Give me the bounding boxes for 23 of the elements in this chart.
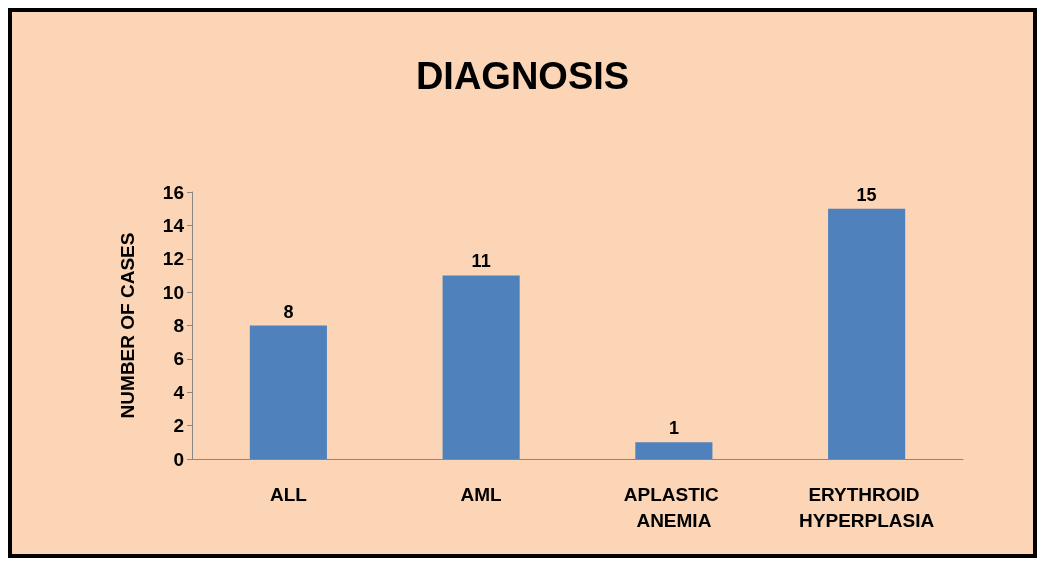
y-tick-label: 12 [162, 248, 184, 270]
x-tick-label: ALL [269, 483, 308, 505]
x-tick-label: AML [460, 483, 503, 505]
data-label: 8 [283, 301, 294, 322]
y-tick-label: 10 [162, 281, 184, 303]
y-tick-label: 6 [173, 348, 184, 370]
y-tick-label: 0 [173, 448, 184, 470]
x-tick-label: ERYTHROID HYPERPLASIA [799, 483, 935, 531]
y-tick-label: 14 [162, 214, 185, 236]
y-tick-label: 2 [173, 415, 184, 437]
y-tick-label: 4 [173, 381, 185, 403]
data-label: 1 [668, 418, 679, 439]
bar [442, 275, 520, 459]
chart-title: DIAGNOSIS [415, 55, 630, 97]
bar [635, 442, 713, 459]
bar [249, 325, 327, 459]
data-label: 15 [856, 184, 877, 205]
data-label: 11 [471, 251, 491, 272]
y-axis-title: NUMBER OF CASES [117, 232, 138, 419]
bar [828, 208, 906, 459]
y-tick-label: 16 [162, 181, 184, 203]
y-tick-label: 8 [173, 315, 184, 336]
x-tick-label: APLASTIC ANEMIA [623, 483, 725, 531]
